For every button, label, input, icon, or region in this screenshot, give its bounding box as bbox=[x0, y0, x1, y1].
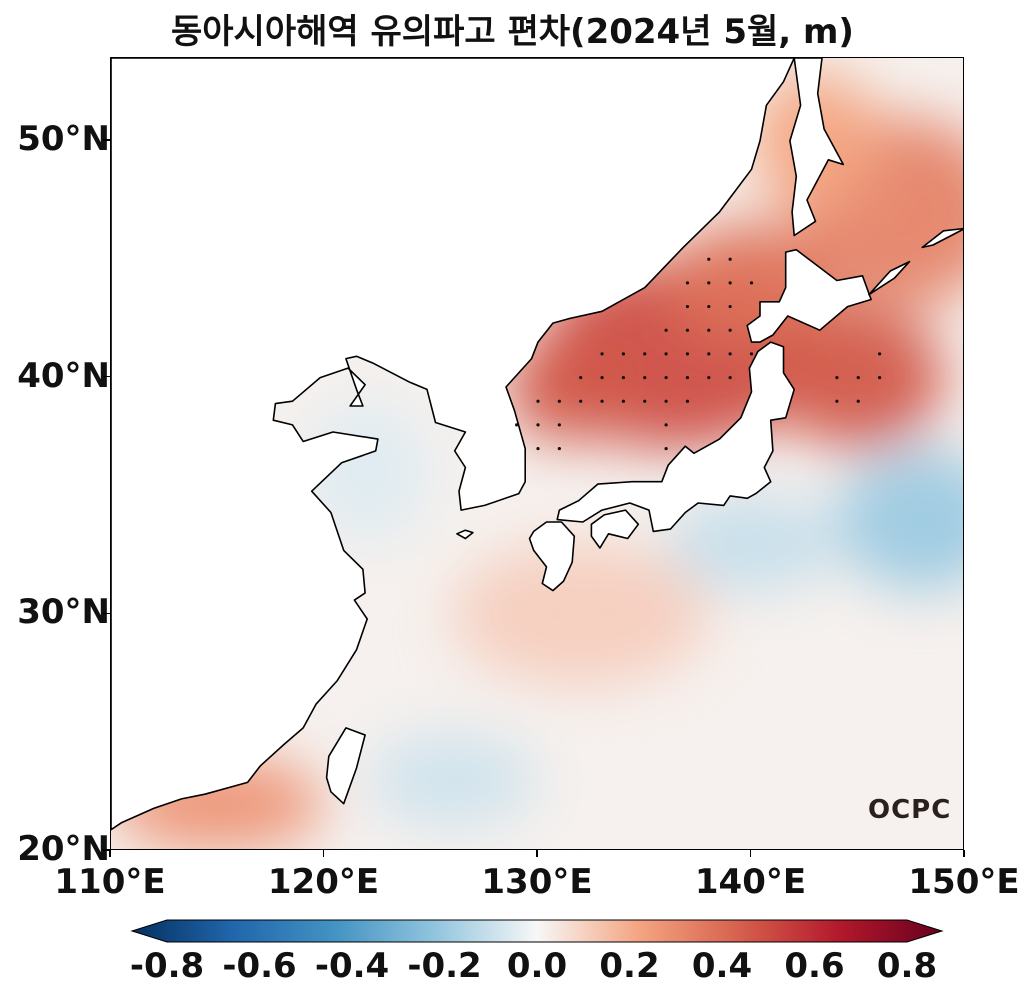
colorbar-gradient bbox=[132, 920, 942, 942]
significance-dot bbox=[835, 400, 838, 403]
ocpc-logo: OCPC bbox=[868, 795, 951, 825]
significance-dot bbox=[622, 376, 625, 379]
lon-tick-label: 150°E bbox=[908, 862, 1019, 902]
colorbar bbox=[130, 918, 945, 944]
significance-dot bbox=[643, 400, 646, 403]
significance-dot bbox=[600, 400, 603, 403]
significance-dot bbox=[536, 447, 539, 450]
significance-dot bbox=[707, 376, 710, 379]
significance-dot bbox=[707, 305, 710, 308]
significance-dot bbox=[558, 423, 561, 426]
lat-tick-mark bbox=[103, 613, 110, 615]
significance-dot bbox=[686, 305, 689, 308]
significance-dot bbox=[686, 352, 689, 355]
significance-dot bbox=[707, 281, 710, 284]
significance-dot bbox=[622, 352, 625, 355]
lon-tick-mark bbox=[536, 850, 538, 857]
significance-dot bbox=[600, 352, 603, 355]
significance-dot bbox=[600, 376, 603, 379]
significance-dot bbox=[536, 423, 539, 426]
colorbar-tick-label: 0.4 bbox=[692, 946, 752, 986]
significance-dot bbox=[579, 376, 582, 379]
significance-dot bbox=[686, 400, 689, 403]
anomaly-blob bbox=[453, 543, 709, 685]
lon-tick-label: 140°E bbox=[695, 862, 806, 902]
lon-tick-mark bbox=[750, 850, 752, 857]
significance-dot bbox=[857, 376, 860, 379]
significance-dot bbox=[665, 352, 668, 355]
significance-dot bbox=[729, 305, 732, 308]
significance-dot bbox=[750, 281, 753, 284]
significance-dot bbox=[536, 400, 539, 403]
colorbar-tick-label: -0.2 bbox=[407, 946, 481, 986]
significance-dot bbox=[665, 447, 668, 450]
significance-dot bbox=[665, 376, 668, 379]
significance-dot bbox=[878, 352, 881, 355]
significance-dot bbox=[622, 400, 625, 403]
colorbar-tick-label: 0.2 bbox=[599, 946, 659, 986]
map-panel bbox=[110, 57, 964, 850]
significance-dot bbox=[579, 400, 582, 403]
map-canvas bbox=[111, 58, 964, 850]
lon-tick-label: 110°E bbox=[54, 862, 165, 902]
significance-dot bbox=[665, 329, 668, 332]
significance-dot bbox=[558, 400, 561, 403]
significance-dot bbox=[558, 447, 561, 450]
significance-dot bbox=[665, 423, 668, 426]
significance-dot bbox=[729, 329, 732, 332]
colorbar-tick-label: -0.4 bbox=[315, 946, 389, 986]
significance-dot bbox=[729, 352, 732, 355]
significance-dot bbox=[750, 352, 753, 355]
colorbar-tick-label: 0.0 bbox=[507, 946, 567, 986]
significance-dot bbox=[643, 376, 646, 379]
lat-tick-label: 30°N bbox=[17, 592, 110, 632]
significance-dot bbox=[686, 329, 689, 332]
significance-dot bbox=[707, 329, 710, 332]
colorbar-tick-label: -0.8 bbox=[130, 946, 204, 986]
significance-dot bbox=[686, 376, 689, 379]
colorbar-tick-label: 0.8 bbox=[877, 946, 937, 986]
colorbar-tick-label: -0.6 bbox=[222, 946, 296, 986]
significance-dot bbox=[686, 281, 689, 284]
lat-tick-label: 50°N bbox=[17, 119, 110, 159]
colorbar-tick-label: 0.6 bbox=[784, 946, 844, 986]
significance-dot bbox=[729, 376, 732, 379]
anomaly-blob bbox=[666, 496, 837, 591]
significance-dot bbox=[707, 352, 710, 355]
lon-tick-label: 120°E bbox=[268, 862, 379, 902]
significance-dot bbox=[878, 376, 881, 379]
significance-dot bbox=[665, 400, 668, 403]
significance-dot bbox=[835, 376, 838, 379]
lon-tick-mark bbox=[109, 850, 111, 857]
significance-dot bbox=[643, 352, 646, 355]
significance-dot bbox=[729, 258, 732, 261]
significance-dot bbox=[857, 400, 860, 403]
significance-dot bbox=[729, 281, 732, 284]
lon-tick-mark bbox=[963, 850, 965, 857]
lon-tick-label: 130°E bbox=[481, 862, 592, 902]
lat-tick-mark bbox=[103, 376, 110, 378]
lon-tick-mark bbox=[323, 850, 325, 857]
significance-dot bbox=[707, 258, 710, 261]
map-title: 동아시아해역 유의파고 편차(2024년 5월, m) bbox=[0, 4, 1025, 53]
anomaly-blob bbox=[367, 733, 538, 828]
significance-dot bbox=[515, 423, 518, 426]
lat-tick-mark bbox=[103, 139, 110, 141]
lat-tick-label: 40°N bbox=[17, 356, 110, 396]
